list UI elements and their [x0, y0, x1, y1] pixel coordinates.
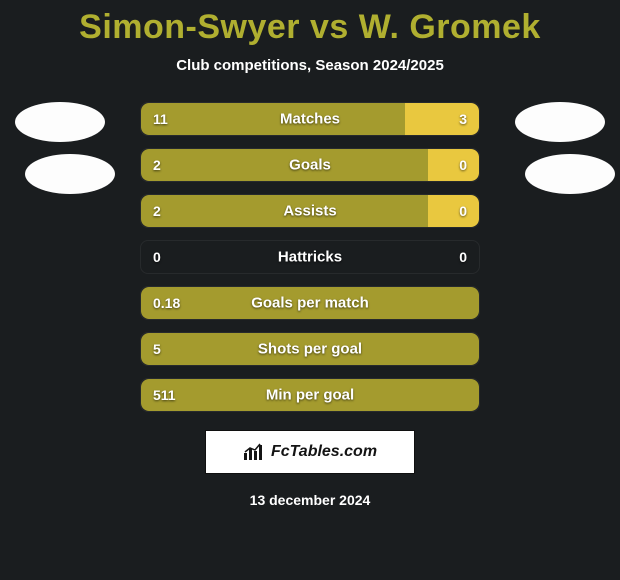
stat-row: 113Matches	[140, 102, 480, 136]
watermark-text: FcTables.com	[271, 443, 377, 461]
stat-label: Shots per goal	[141, 341, 479, 358]
comparison-subtitle: Club competitions, Season 2024/2025	[0, 57, 620, 74]
stat-row: 511Min per goal	[140, 378, 480, 412]
stat-bars: 113Matches 20Goals 20Assists 00Hattricks 0.1…	[140, 102, 480, 412]
comparison-content: 113Matches 20Goals 20Assists 00Hattricks 0.1…	[0, 102, 620, 508]
stat-row: 0.18Goals per match	[140, 286, 480, 320]
comparison-date: 13 december 2024	[0, 492, 620, 508]
stat-row: 20Assists	[140, 194, 480, 228]
stat-row: 00Hattricks	[140, 240, 480, 274]
stat-label: Goals	[141, 157, 479, 174]
comparison-title: Simon-Swyer vs W. Gromek	[0, 0, 620, 47]
stat-label: Goals per match	[141, 295, 479, 312]
player1-club-logo-1	[15, 102, 105, 142]
player2-club-logo-1	[515, 102, 605, 142]
stat-row: 20Goals	[140, 148, 480, 182]
player1-club-logo-2	[25, 154, 115, 194]
stat-label: Min per goal	[141, 387, 479, 404]
stat-row: 5Shots per goal	[140, 332, 480, 366]
watermark-chart-icon	[243, 443, 265, 461]
stat-label: Matches	[141, 111, 479, 128]
stat-label: Hattricks	[141, 249, 479, 266]
watermark: FcTables.com	[205, 430, 415, 474]
player2-club-logo-2	[525, 154, 615, 194]
stat-label: Assists	[141, 203, 479, 220]
